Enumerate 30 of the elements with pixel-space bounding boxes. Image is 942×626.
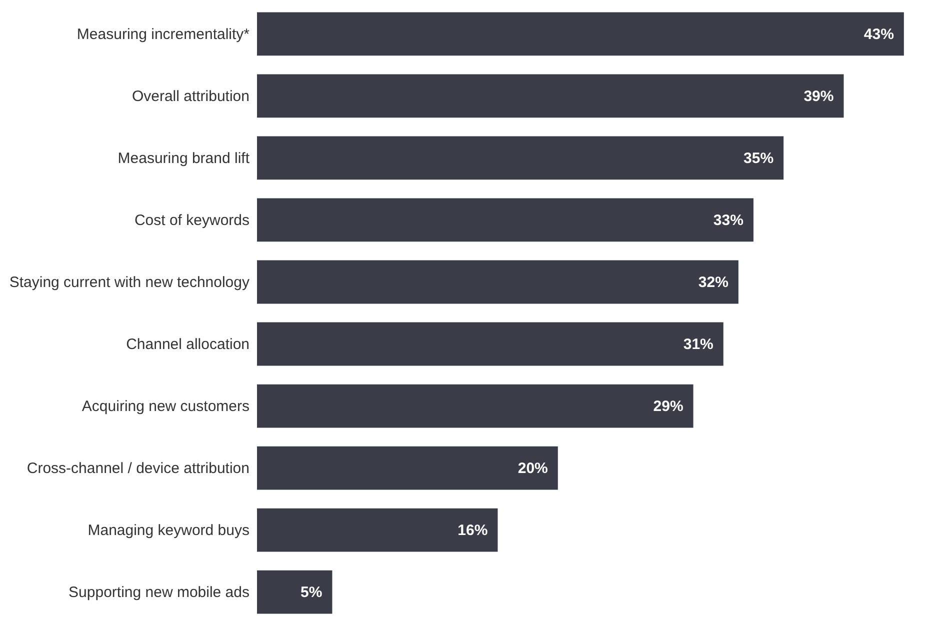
data-label: 16% (458, 522, 488, 540)
y-tick-label: Cost of keywords (134, 212, 250, 229)
data-label: 35% (744, 150, 774, 167)
data-label: 20% (518, 460, 548, 478)
y-tick-label: Acquiring new customers (82, 398, 250, 416)
bar (257, 260, 738, 304)
y-tick-label: Measuring brand lift (118, 150, 250, 167)
y-tick-label: Cross-channel / device attribution (26, 460, 250, 478)
data-label: 29% (653, 398, 684, 416)
data-label: 33% (713, 212, 744, 229)
data-label: 43% (864, 26, 894, 43)
y-tick-label: Overall attribution (132, 88, 250, 105)
data-label: 32% (698, 274, 728, 291)
bar (257, 446, 558, 490)
y-tick-label: Measuring incrementality* (76, 26, 250, 43)
data-label: 39% (804, 88, 834, 105)
bar (257, 198, 754, 242)
bar (257, 136, 784, 180)
y-tick-label: Supporting new mobile ads (68, 584, 250, 602)
data-label: 5% (300, 584, 322, 602)
bar (257, 322, 724, 366)
y-tick-label: Staying current with new technology (9, 274, 250, 291)
bar (257, 12, 904, 56)
bar (257, 508, 498, 552)
bar (257, 74, 844, 118)
bar (257, 384, 694, 428)
data-label: 31% (683, 336, 714, 354)
bar (257, 570, 332, 614)
y-tick-label: Managing keyword buys (88, 522, 250, 540)
y-tick-label: Channel allocation (126, 336, 250, 354)
